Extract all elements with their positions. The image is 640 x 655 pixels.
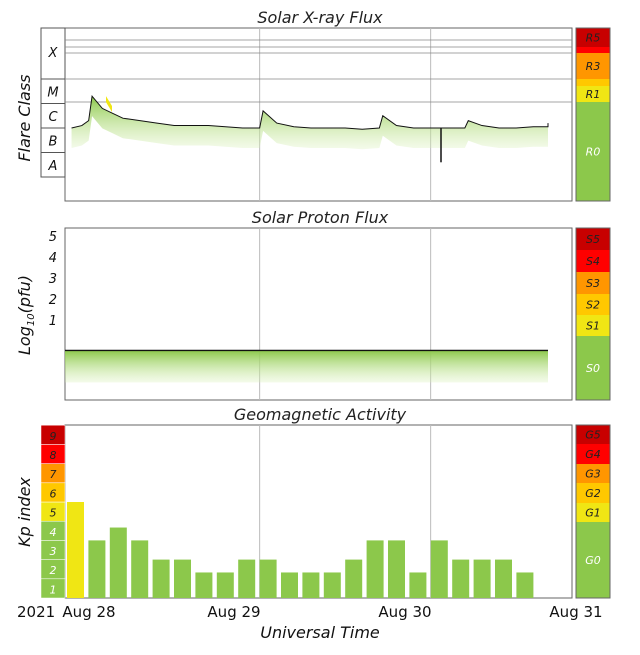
date-label-aug-28: Aug 28 — [62, 603, 115, 621]
scale-band-r2 — [576, 79, 610, 86]
xray-flux-line — [71, 94, 549, 130]
scale-label-r0: R0 — [586, 146, 601, 159]
geomag-ylabel: Kp index — [15, 477, 34, 547]
scale-band-r0 — [576, 102, 610, 201]
scale-label-g3: G3 — [585, 468, 601, 481]
scale-band-g1 — [576, 503, 610, 522]
scale-band-g4 — [576, 444, 610, 464]
kp-bar — [452, 559, 470, 598]
kp-bar — [409, 572, 427, 598]
kp-bar — [259, 559, 277, 598]
scale-frame-1 — [575, 27, 611, 202]
kp-band — [40, 424, 66, 445]
kp-bar — [430, 540, 448, 598]
kp-bar — [302, 572, 320, 598]
scale-label-g0: G0 — [585, 554, 601, 567]
kp-tick-4: 4 — [50, 526, 57, 539]
kp-tick-7: 7 — [50, 468, 57, 481]
scale-label-s4: S4 — [586, 255, 600, 268]
ytick-label: A — [48, 159, 58, 174]
kp-bar — [88, 540, 106, 598]
xray-title: Solar X-ray Flux — [257, 8, 383, 27]
scale-band-s3 — [576, 272, 610, 294]
ytick-label: B — [49, 134, 58, 149]
kp-bar — [281, 572, 298, 598]
scale-band-g0 — [576, 522, 610, 598]
xray-ylabel: Flare Class — [15, 74, 34, 161]
kp-bar — [67, 502, 84, 598]
scale-label-s1: S1 — [586, 320, 600, 333]
scale-label-g4: G4 — [585, 448, 601, 461]
m-class-peak-marker — [106, 96, 112, 112]
kp-bar — [366, 540, 384, 598]
ytick-label: X — [48, 46, 59, 61]
kp-bar — [174, 559, 191, 598]
scale-label-s0: S0 — [586, 362, 600, 375]
scale-band-r1 — [576, 86, 610, 102]
scale-band-r3 — [576, 53, 610, 79]
kp-bar — [238, 559, 256, 598]
proton-ylabel: Log10(pfu) — [15, 275, 37, 355]
scale-band-s1 — [576, 315, 610, 336]
proton-flux-fill — [65, 350, 548, 383]
kp-bar — [388, 540, 405, 598]
xaxis-title: Universal Time — [260, 623, 380, 642]
date-label-aug-31: Aug 31 — [549, 603, 602, 621]
kp-tick-8: 8 — [50, 449, 57, 462]
scale-label-r3: R3 — [586, 60, 601, 73]
scale-band-g3 — [576, 464, 610, 483]
scale-band-s2 — [576, 294, 610, 315]
scale-label-s3: S3 — [586, 277, 600, 290]
kp-bar — [109, 527, 127, 598]
panel-frame-1 — [64, 27, 573, 202]
kp-bar — [345, 559, 363, 598]
kp-bar — [516, 572, 534, 598]
ytick-label: C — [48, 110, 58, 125]
scale-label-r1: R1 — [586, 88, 601, 101]
scale-frame-2 — [575, 227, 611, 401]
proton-ytick: 3 — [49, 272, 57, 287]
year-label: 2021 — [17, 603, 55, 621]
kp-tick-1: 1 — [50, 583, 57, 596]
scale-frame-3 — [575, 424, 611, 599]
proton-ytick: 4 — [49, 251, 57, 266]
scale-label-g1: G1 — [585, 507, 601, 520]
kp-bar — [131, 540, 149, 598]
scale-label-s5: S5 — [586, 233, 600, 246]
geomag-title: Geomagnetic Activity — [234, 405, 407, 424]
proton-ytick: 5 — [49, 230, 57, 245]
date-label-aug-29: Aug 29 — [207, 603, 260, 621]
scale-band-r5 — [576, 28, 610, 47]
kp-bar — [323, 572, 341, 598]
kp-bar — [495, 559, 512, 598]
proton-ytick: 1 — [49, 314, 57, 329]
scale-label-g5: G5 — [585, 429, 601, 442]
kp-tick-3: 3 — [50, 545, 57, 558]
kp-bar — [473, 559, 491, 598]
kp-tick-5: 5 — [50, 507, 57, 520]
scale-band-g2 — [576, 483, 610, 503]
scale-label-r5: R5 — [586, 32, 601, 45]
scale-band-s4 — [576, 250, 610, 272]
xray-flux-fill — [71, 96, 549, 150]
kp-tick-2: 2 — [50, 564, 57, 577]
kp-bar — [216, 572, 234, 598]
date-label-aug-30: Aug 30 — [378, 603, 431, 621]
scale-band-s5 — [576, 228, 610, 250]
scale-band-g5 — [576, 425, 610, 444]
kp-tick-6: 6 — [50, 487, 57, 500]
scale-band-r4 — [576, 47, 610, 53]
scale-label-s2: S2 — [586, 299, 600, 312]
ytick-label: M — [47, 85, 58, 100]
proton-title: Solar Proton Flux — [252, 208, 389, 227]
scale-band-s0 — [576, 336, 610, 400]
proton-ytick: 2 — [49, 293, 57, 308]
kp-bar — [195, 572, 213, 598]
kp-bar — [152, 559, 170, 598]
scale-label-g2: G2 — [585, 487, 601, 500]
kp-tick-9: 9 — [50, 430, 57, 443]
